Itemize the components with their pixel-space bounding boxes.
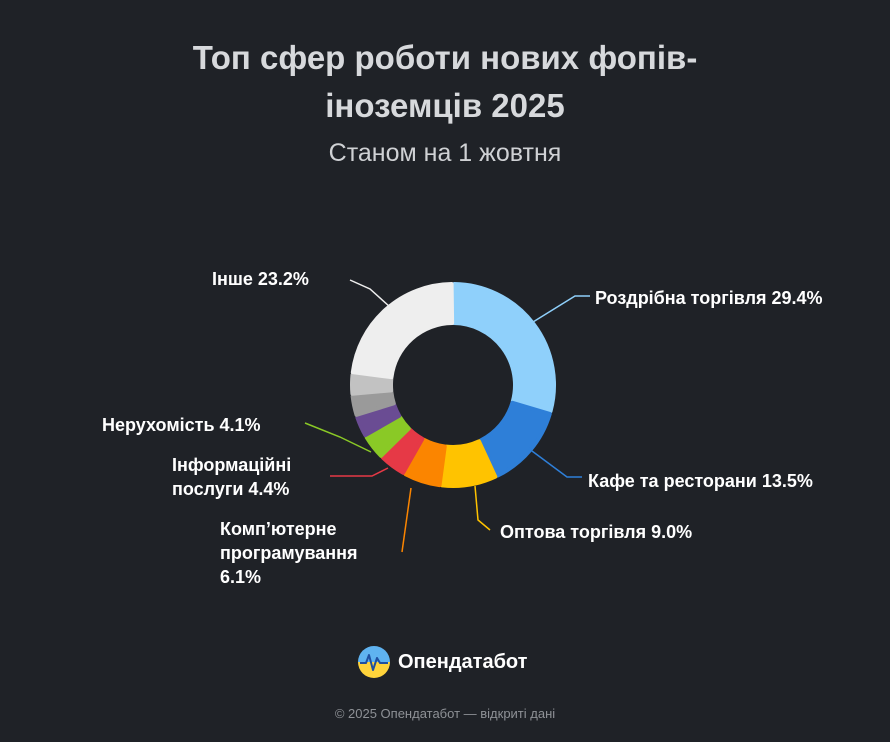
- leader-line-1: [532, 295, 590, 323]
- slice-label-2: Кафе та ресторани 13.5%: [588, 471, 813, 491]
- chart-title-line-2: іноземців 2025: [325, 87, 565, 124]
- donut-slice-3: [440, 439, 498, 488]
- leader-line-2: [531, 450, 582, 478]
- slice-label-10: Інше 23.2%: [212, 269, 309, 289]
- chart-title-line-1: Топ сфер роботи нових фопів-: [192, 39, 698, 76]
- leader-line-3: [474, 485, 491, 531]
- donut-slice-2: [478, 400, 552, 478]
- chart-title: Топ сфер роботи нових фопів- іноземців 2…: [0, 34, 890, 130]
- leader-line-5: [330, 467, 389, 477]
- slice-label-4: Комп’ютерне програмування 6.1%: [220, 519, 358, 587]
- opendatabot-logo-icon: [358, 646, 390, 678]
- donut-slice-10: [350, 282, 455, 380]
- donut-slice-1: [451, 282, 556, 414]
- slice-label-6: Нерухомість 4.1%: [102, 415, 261, 435]
- footer-copyright: © 2025 Опендатабот — відкриті дані: [334, 706, 556, 721]
- chart-subtitle: Станом на 1 жовтня: [328, 139, 562, 167]
- donut-slice-4: [403, 437, 447, 488]
- leader-line-10: [349, 279, 391, 308]
- leader-line-4: [401, 487, 412, 553]
- leader-line-6: [304, 422, 372, 453]
- brand-logo: Опендатабот: [358, 645, 527, 679]
- slice-label-1: Роздрібна торгівля 29.4%: [595, 288, 823, 308]
- slice-label-3: Оптова торгівля 9.0%: [500, 522, 692, 542]
- brand-name: Опендатабот: [398, 650, 528, 673]
- slice-label-5: Інформаційні послуги 4.4%: [172, 455, 291, 499]
